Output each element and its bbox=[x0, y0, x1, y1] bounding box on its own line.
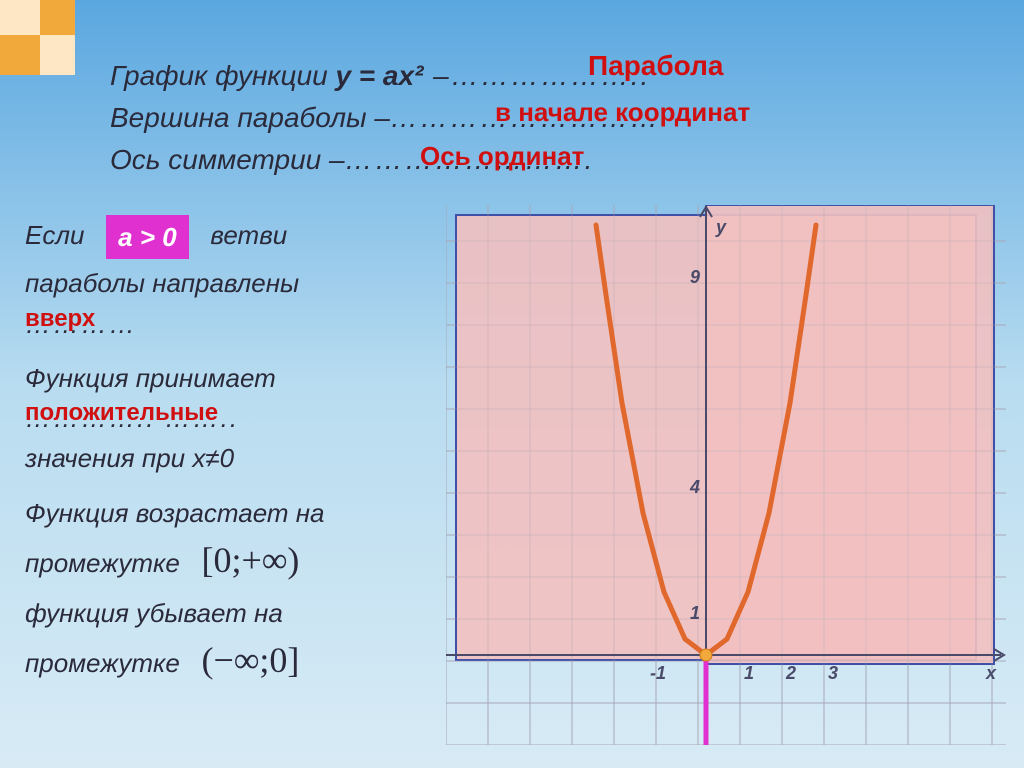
header-block: График функции y = ax² –……………….. Вершина… bbox=[110, 55, 810, 181]
answer-origin: в начале координат bbox=[495, 93, 750, 132]
chart-container: -1123149ху bbox=[446, 205, 1001, 745]
interval-decreasing: (−∞;0] bbox=[201, 640, 299, 680]
answer-positive: положительные bbox=[25, 394, 218, 431]
condition-highlight: a > 0 bbox=[106, 215, 189, 259]
interval-increasing: [0;+∞) bbox=[201, 540, 299, 580]
chart-svg bbox=[446, 205, 1006, 745]
answer-parabola: Парабола bbox=[588, 45, 723, 87]
left-text-block: Если a > 0 ветви параболы направлены ………… bbox=[25, 215, 435, 689]
answer-ordinate: Ось ординат bbox=[420, 137, 584, 176]
answer-up: вверх bbox=[25, 300, 95, 337]
